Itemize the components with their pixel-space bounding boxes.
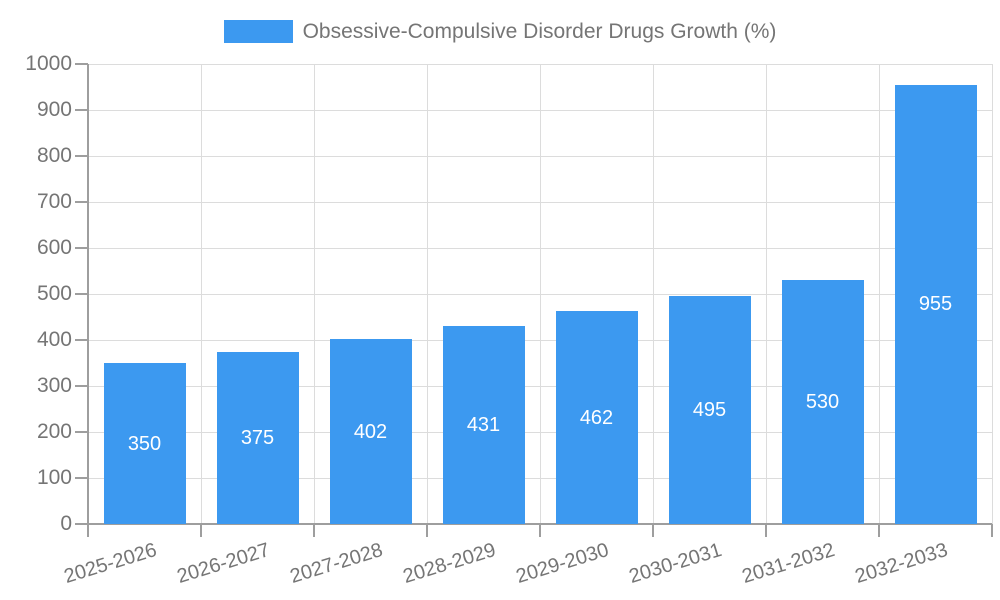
bar-value-label: 350 [127, 432, 162, 455]
bar-value-label: 955 [918, 293, 953, 316]
x-tick-mark [652, 524, 654, 537]
bar [442, 325, 525, 524]
y-axis-tick-label: 400 [36, 328, 72, 351]
x-axis-tick-label-text: 2026-2027 [174, 538, 273, 588]
y-axis-tick-label: 700 [36, 190, 72, 213]
y-axis-line [87, 64, 89, 524]
y-tick-mark [75, 431, 88, 433]
y-axis-tick-label: 100 [36, 466, 72, 489]
y-tick-mark [75, 63, 88, 65]
bar [329, 339, 412, 524]
y-axis-tick-label: 200 [36, 420, 72, 443]
bar [894, 84, 977, 524]
x-axis-tick-label-text: 2025-2026 [61, 538, 160, 588]
y-tick-mark [75, 385, 88, 387]
bar-value-label: 495 [692, 399, 727, 422]
y-axis-tick-label: 300 [36, 374, 72, 397]
x-axis-tick-label-text: 2031-2032 [739, 538, 838, 588]
x-axis-tick-label-text: 2030-2031 [626, 538, 725, 588]
y-tick-mark [75, 155, 88, 157]
chart-legend: Obsessive-Compulsive Disorder Drugs Grow… [0, 19, 1000, 44]
x-tick-mark [539, 524, 541, 537]
bar [103, 363, 186, 524]
x-axis-tick-label-text: 2027-2028 [287, 538, 386, 588]
x-tick-mark [87, 524, 89, 537]
bar-value-label: 462 [579, 406, 614, 429]
y-tick-mark [75, 247, 88, 249]
x-tick-mark [765, 524, 767, 537]
bar-value-label: 530 [805, 391, 840, 414]
x-tick-mark [426, 524, 428, 537]
bar [668, 296, 751, 524]
gridline-vertical [540, 64, 541, 524]
y-axis-tick-label: 1000 [25, 52, 72, 75]
x-tick-mark [878, 524, 880, 537]
bar [555, 311, 638, 524]
x-axis-tick-label-text: 2029-2030 [513, 538, 612, 588]
y-axis-tick-label: 800 [36, 144, 72, 167]
gridline-vertical [653, 64, 654, 524]
y-axis-tick-label: 500 [36, 282, 72, 305]
bar-value-label: 431 [466, 413, 501, 436]
x-axis-tick-label-text: 2032-2033 [852, 538, 951, 588]
bar [216, 351, 299, 524]
bar [781, 280, 864, 524]
y-axis-tick-label: 600 [36, 236, 72, 259]
y-tick-mark [75, 523, 88, 525]
y-axis-tick-label: 900 [36, 98, 72, 121]
bar-value-label: 402 [353, 420, 388, 443]
gridline-vertical [201, 64, 202, 524]
x-tick-mark [200, 524, 202, 537]
y-tick-mark [75, 477, 88, 479]
gridline-vertical [879, 64, 880, 524]
x-axis-tick-label-text: 2028-2029 [400, 538, 499, 588]
bar-value-label: 375 [240, 426, 275, 449]
y-axis-tick-label: 0 [60, 512, 72, 535]
chart-title: Obsessive-Compulsive Disorder Drugs Grow… [302, 20, 777, 43]
legend-swatch [223, 20, 293, 43]
gridline-vertical [992, 64, 993, 524]
gridline-vertical [766, 64, 767, 524]
gridline-vertical [427, 64, 428, 524]
y-tick-mark [75, 201, 88, 203]
y-tick-mark [75, 109, 88, 111]
y-tick-mark [75, 293, 88, 295]
x-tick-mark [313, 524, 315, 537]
x-tick-mark [991, 524, 993, 537]
gridline-vertical [314, 64, 315, 524]
y-tick-mark [75, 339, 88, 341]
